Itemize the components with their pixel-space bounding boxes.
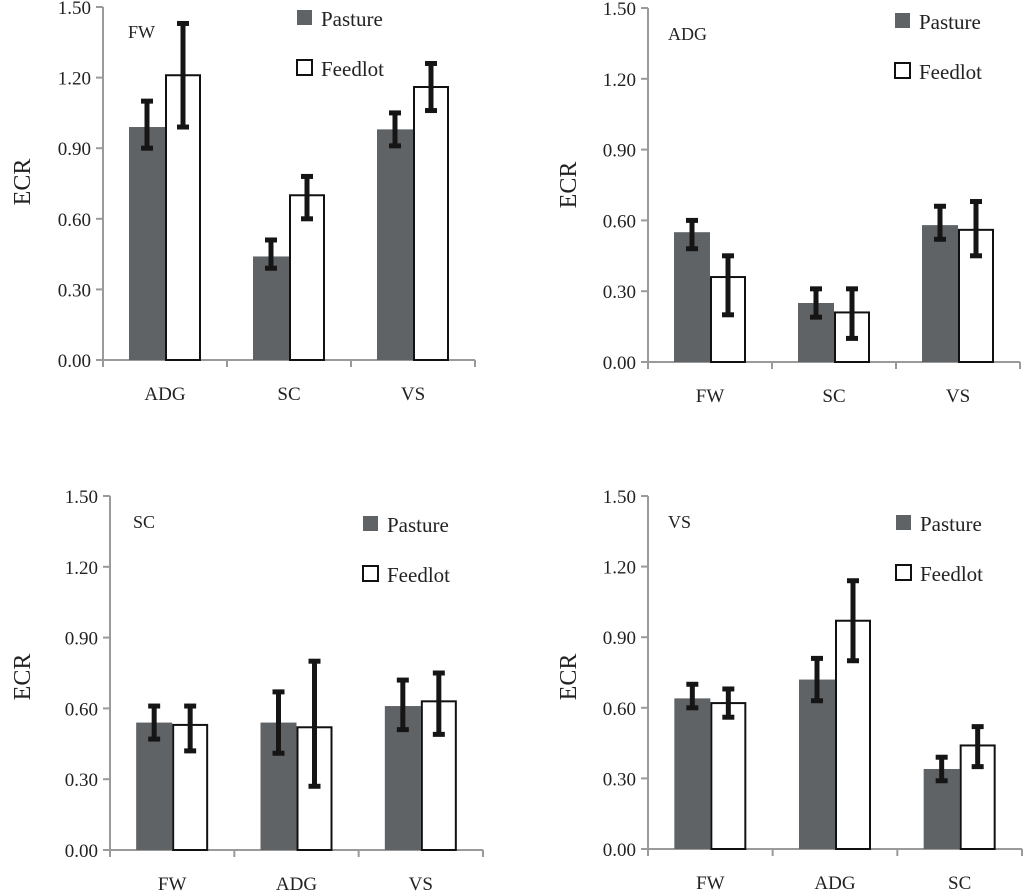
x-tick-label: SC: [277, 384, 300, 405]
y-tick-label: 0.30: [603, 769, 636, 790]
x-tick-label: ADG: [276, 874, 317, 893]
legend-swatch-feedlot: [895, 564, 912, 581]
panel-label: ADG: [668, 24, 707, 44]
y-tick-label: 1.50: [603, 0, 636, 20]
legend-swatch-pasture: [363, 516, 378, 531]
legend-label-feedlot: Feedlot: [919, 60, 982, 84]
x-tick-label: ADG: [814, 873, 855, 893]
chart-panel-adg: 0.00 0.30 0.60 0.90 1.20 1.50 ECR ADG FW SC VS Past…: [556, 0, 1021, 407]
y-tick-label: 0.00: [603, 353, 636, 374]
bar-pasture: [674, 698, 711, 849]
y-tick-label: 0.90: [603, 141, 636, 162]
y-axis-label: ECR: [10, 159, 36, 206]
legend-swatch-pasture: [895, 13, 910, 28]
y-tick-label: 0.90: [65, 629, 98, 650]
chart-panel-vs: 0.00 0.30 0.60 0.90 1.20 1.50 ECR VS FW ADG SC Past…: [556, 487, 1023, 893]
x-tick-label: FW: [696, 873, 725, 893]
panel-label: VS: [668, 512, 691, 532]
legend-label-pasture: Pasture: [919, 10, 981, 34]
y-tick-label: 0.90: [58, 139, 91, 160]
bar-pasture: [129, 127, 165, 361]
y-tick-label: 0.30: [65, 770, 98, 791]
bar-feedlot: [413, 86, 449, 361]
y-tick-label: 1.20: [65, 558, 98, 579]
bar-feedlot: [710, 702, 747, 850]
legend-label-feedlot: Feedlot: [920, 562, 983, 586]
y-tick-label: 0.30: [603, 282, 636, 303]
bar-pasture: [136, 722, 173, 850]
legend-swatch-pasture: [896, 515, 911, 530]
bar-pasture: [377, 129, 413, 360]
y-axis-label: ECR: [556, 654, 582, 701]
y-tick-label: 0.00: [65, 841, 98, 862]
x-tick-label: FW: [158, 874, 187, 893]
y-tick-label: 0.90: [603, 628, 636, 649]
legend-label-pasture: Pasture: [387, 513, 449, 537]
y-axis-label: ECR: [10, 654, 36, 701]
y-tick-label: 0.00: [58, 351, 91, 372]
x-tick-label: VS: [946, 386, 970, 407]
x-tick-label: ADG: [144, 384, 185, 405]
legend-label-pasture: Pasture: [920, 512, 982, 536]
bar-pasture: [922, 225, 958, 362]
legend-label-feedlot: Feedlot: [387, 563, 450, 587]
legend-label-pasture: Pasture: [321, 7, 383, 31]
panel-label: FW: [128, 22, 155, 42]
y-tick-label: 0.30: [58, 280, 91, 301]
y-tick-label: 0.60: [58, 210, 91, 231]
bar-feedlot: [289, 194, 325, 361]
legend-swatch-feedlot: [894, 62, 911, 79]
y-tick-label: 1.20: [603, 558, 636, 579]
x-tick-label: FW: [696, 386, 725, 407]
legend-swatch-feedlot: [362, 565, 379, 582]
bar-pasture: [674, 232, 710, 362]
chart-panel-sc: 0.00 0.30 0.60 0.90 1.20 1.50 ECR SC FW ADG VS Past…: [10, 487, 484, 893]
y-tick-label: 0.00: [603, 840, 636, 861]
bar-pasture: [799, 679, 835, 849]
y-axis-label: ECR: [556, 162, 582, 209]
legend-swatch-feedlot: [296, 59, 313, 76]
y-tick-label: 1.50: [65, 487, 98, 508]
y-tick-label: 0.60: [65, 699, 98, 720]
panel-label: SC: [133, 512, 155, 532]
y-tick-label: 1.50: [603, 487, 636, 508]
chart-panel-fw: 0.00 0.30 0.60 0.90 1.20 1.50 ECR FW ADG SC VS Past…: [10, 0, 476, 405]
y-tick-label: 0.60: [603, 699, 636, 720]
y-tick-label: 1.50: [58, 0, 91, 19]
x-tick-label: VS: [401, 384, 425, 405]
y-tick-label: 1.20: [603, 70, 636, 91]
x-tick-label: VS: [409, 874, 433, 893]
bar-pasture: [253, 256, 289, 360]
x-tick-label: SC: [948, 873, 971, 893]
legend-label-feedlot: Feedlot: [321, 57, 384, 81]
bar-feedlot: [165, 74, 201, 361]
y-tick-label: 0.60: [603, 211, 636, 232]
y-tick-label: 1.20: [58, 69, 91, 90]
x-tick-label: SC: [822, 386, 845, 407]
legend-swatch-pasture: [297, 10, 312, 25]
